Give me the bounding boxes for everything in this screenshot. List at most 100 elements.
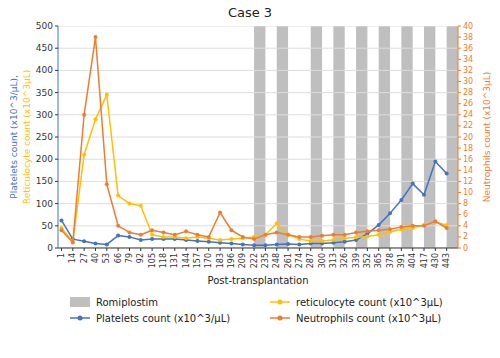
series-point bbox=[411, 182, 415, 186]
y-tick bbox=[55, 70, 58, 71]
x-tick bbox=[174, 248, 175, 251]
series-point bbox=[343, 240, 347, 244]
y2-tick bbox=[458, 137, 461, 138]
series-point bbox=[275, 230, 279, 234]
series-point bbox=[218, 238, 222, 242]
series-point bbox=[82, 153, 86, 157]
x-tick-label: 53 bbox=[102, 253, 111, 263]
x-tick bbox=[378, 248, 379, 251]
x-tick-label: 248 bbox=[272, 253, 281, 268]
x-tick-label: 378 bbox=[386, 253, 395, 268]
x-tick-label: 430 bbox=[431, 253, 440, 268]
y-tick bbox=[55, 225, 58, 226]
series-point bbox=[207, 240, 211, 244]
legend-marker bbox=[278, 300, 283, 305]
x-tick bbox=[242, 248, 243, 251]
series-point bbox=[116, 194, 120, 198]
plot-area bbox=[58, 26, 458, 248]
x-tick bbox=[106, 248, 107, 251]
series-point bbox=[229, 237, 233, 241]
y2-tick-label: 18 bbox=[463, 144, 473, 153]
x-tick-label: 183 bbox=[216, 253, 225, 268]
series-point bbox=[354, 230, 358, 234]
y-tick bbox=[55, 159, 58, 160]
x-tick-label: 105 bbox=[148, 253, 157, 268]
y2-tick-label: 40 bbox=[463, 22, 473, 31]
x-tick-label: 92 bbox=[136, 253, 145, 263]
y-tick-label: 400 bbox=[36, 65, 53, 75]
y2-tick bbox=[458, 170, 461, 171]
series-point bbox=[377, 233, 381, 237]
x-axis-label: Post-transplantation bbox=[207, 275, 308, 286]
y2-tick-label: 30 bbox=[463, 77, 473, 86]
y-axis-label: Reticulocyte count (x10^3μL) bbox=[22, 70, 32, 204]
y2-tick-label: 36 bbox=[463, 44, 473, 53]
x-tick-label: 352 bbox=[363, 253, 372, 268]
series-point bbox=[150, 233, 154, 237]
x-tick bbox=[333, 248, 334, 251]
x-tick bbox=[140, 248, 141, 251]
series-point bbox=[195, 239, 199, 243]
series-point bbox=[252, 243, 256, 247]
series-point bbox=[433, 159, 437, 163]
x-tick bbox=[344, 248, 345, 251]
series-point bbox=[343, 233, 347, 237]
y2-tick bbox=[458, 48, 461, 49]
series-point bbox=[116, 224, 120, 228]
x-tick bbox=[446, 248, 447, 251]
y2-tick bbox=[458, 114, 461, 115]
x-tick-label: 287 bbox=[306, 253, 315, 268]
x-tick-label: 66 bbox=[114, 253, 123, 263]
series-point bbox=[105, 242, 109, 246]
series-point bbox=[354, 235, 358, 239]
x-tick bbox=[72, 248, 73, 251]
y-axis-label: Platelets count (x10^3/μL), bbox=[9, 75, 19, 199]
grid-line bbox=[58, 159, 458, 160]
legend: RomiplostimPlatelets count (x10^3/μL)ret… bbox=[70, 297, 443, 324]
y2-tick-label: 24 bbox=[463, 110, 473, 119]
x-tick-label: 404 bbox=[408, 253, 417, 268]
y-tick bbox=[55, 26, 58, 27]
x-tick bbox=[367, 248, 368, 251]
series-point bbox=[297, 235, 301, 239]
series-point bbox=[59, 228, 63, 232]
x-tick bbox=[356, 248, 357, 251]
y-tick-label: 100 bbox=[36, 199, 53, 209]
series-point bbox=[422, 224, 426, 228]
y2-tick-label: 26 bbox=[463, 99, 473, 108]
y2-tick-label: 0 bbox=[463, 244, 468, 253]
y2-tick bbox=[458, 214, 461, 215]
series-point bbox=[105, 182, 109, 186]
series-point bbox=[150, 228, 154, 232]
series-point bbox=[116, 234, 120, 238]
series-point bbox=[286, 242, 290, 246]
y2-tick bbox=[458, 225, 461, 226]
x-tick bbox=[435, 248, 436, 251]
series-point bbox=[71, 240, 75, 244]
series-point bbox=[93, 117, 97, 121]
y2-tick-label: 14 bbox=[463, 166, 473, 175]
series-point bbox=[207, 235, 211, 239]
y-tick bbox=[55, 137, 58, 138]
grid-line bbox=[58, 70, 458, 71]
legend-label: Platelets count (x10^3/μL) bbox=[96, 313, 230, 324]
series-point bbox=[139, 233, 143, 237]
y2-tick-label: 10 bbox=[463, 188, 473, 197]
x-tick-label: 40 bbox=[91, 253, 100, 263]
y2-tick bbox=[458, 248, 461, 249]
grid-line bbox=[58, 181, 458, 182]
x-tick-label: 339 bbox=[352, 253, 361, 268]
y2-tick bbox=[458, 37, 461, 38]
x-tick bbox=[84, 248, 85, 251]
x-tick-label: 196 bbox=[227, 253, 236, 268]
y2-tick bbox=[458, 236, 461, 237]
series-point bbox=[388, 227, 392, 231]
series-point bbox=[127, 202, 131, 206]
y-tick bbox=[55, 48, 58, 49]
x-tick bbox=[254, 248, 255, 251]
x-tick bbox=[265, 248, 266, 251]
series-point bbox=[445, 171, 449, 175]
series-point bbox=[173, 233, 177, 237]
series-point bbox=[275, 242, 279, 246]
y-tick bbox=[55, 181, 58, 182]
